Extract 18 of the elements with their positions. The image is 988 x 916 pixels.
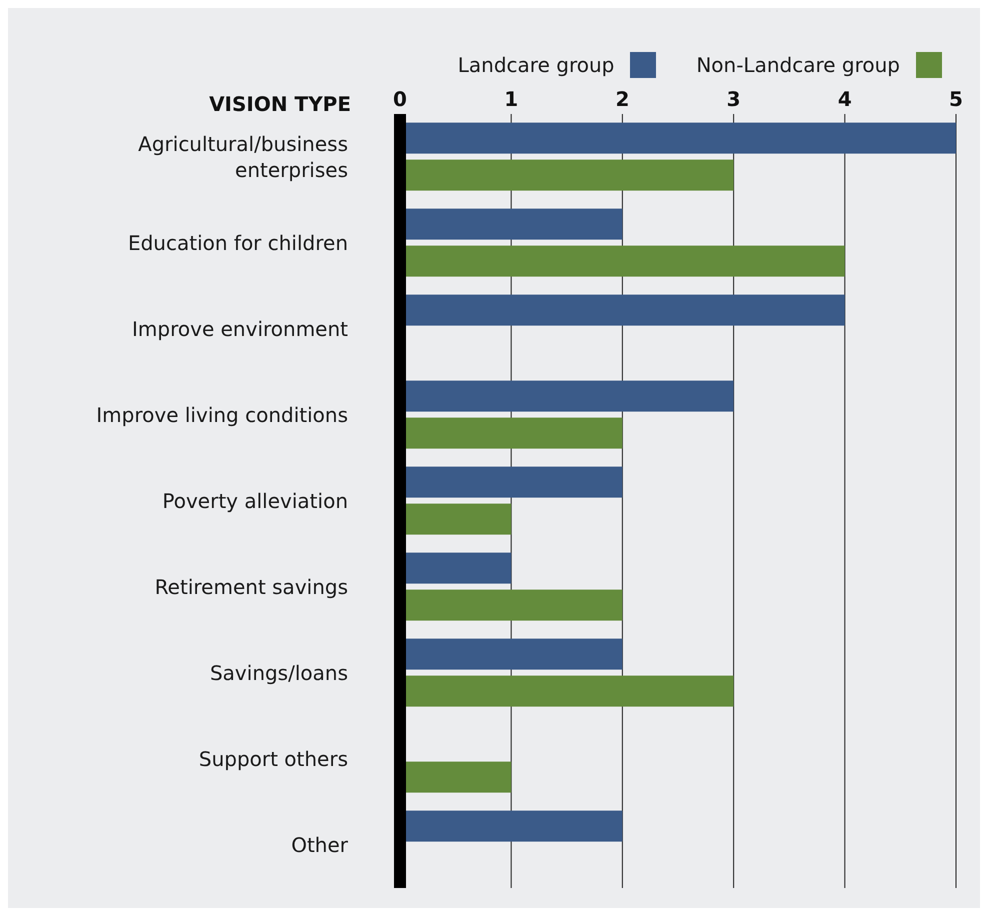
- x-tick-label: 1: [504, 87, 518, 111]
- x-tick-label: 5: [949, 87, 963, 111]
- y-tick-label: Savings/loans: [210, 661, 348, 685]
- legend-label: Landcare group: [458, 53, 614, 77]
- y-axis-title: VISION TYPE: [208, 92, 351, 116]
- y-tick-label: Improve environment: [132, 317, 348, 341]
- y-tick-label: Support others: [198, 747, 348, 771]
- x-tick-label: 3: [726, 87, 741, 111]
- y-tick-label: Education for children: [128, 231, 348, 255]
- x-tick-label: 2: [615, 87, 630, 111]
- y-tick-label: Agricultural/business enterprises: [138, 132, 348, 182]
- y-tick-label: Other: [291, 833, 349, 857]
- x-tick-label: 0: [393, 87, 407, 111]
- y-tick-label: Poverty alleviation: [162, 489, 348, 513]
- y-tick-label: Improve living conditions: [96, 403, 348, 427]
- y-tick-label: Retirement savings: [154, 575, 348, 599]
- x-tick-label: 4: [838, 87, 852, 111]
- legend-label: Non-Landcare group: [696, 53, 900, 77]
